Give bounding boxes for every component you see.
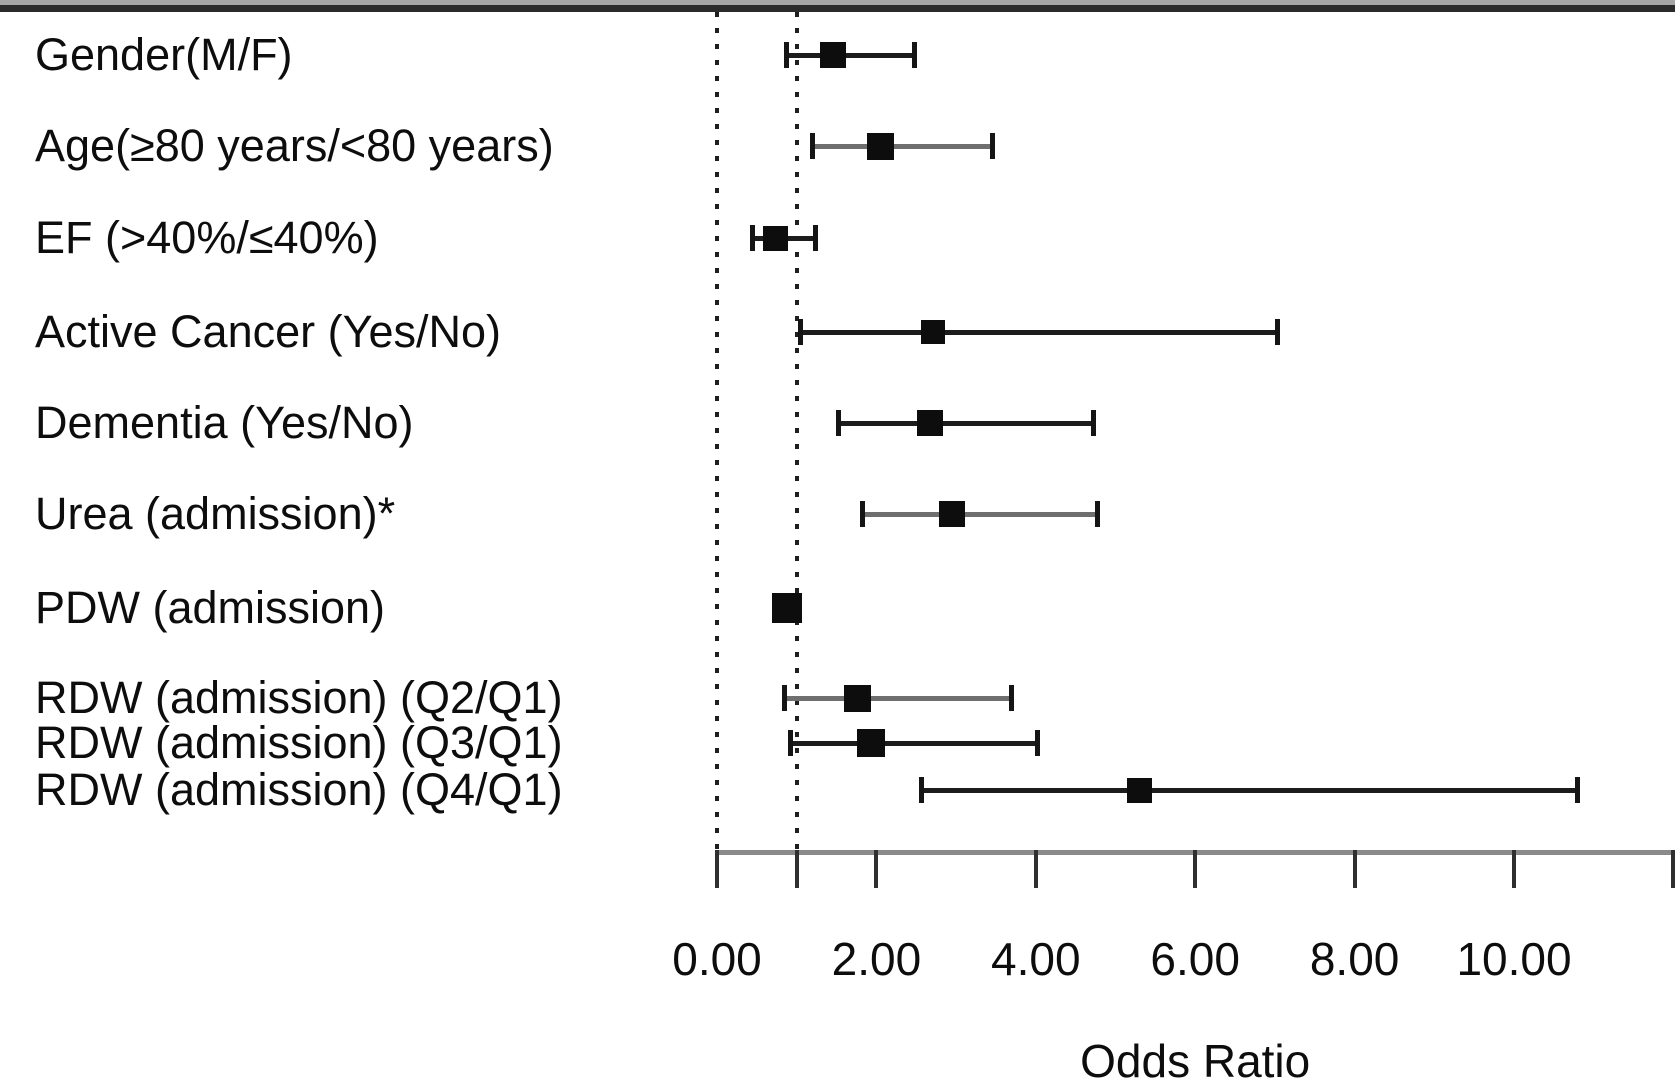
ci-cap-low — [918, 777, 924, 803]
x-tick-label: 4.00 — [991, 933, 1081, 985]
x-axis-title: Odds Ratio — [1080, 1035, 1311, 1086]
or-marker — [916, 410, 943, 436]
or-marker — [762, 225, 788, 251]
or-marker — [939, 501, 966, 527]
row-label: RDW (admission) (Q4/Q1) — [35, 764, 563, 815]
x-tick-label: 2.00 — [831, 933, 922, 985]
ci-whisker — [784, 695, 1012, 701]
ci-cap-high — [912, 42, 918, 68]
or-marker — [1126, 777, 1152, 803]
ci-cap-high — [1034, 730, 1040, 756]
row-label: Active Cancer (Yes/No) — [35, 306, 502, 357]
row-label: Age(≥80 years/<80 years) — [35, 120, 554, 171]
ci-cap-low — [787, 730, 793, 756]
x-tick-label: 10.00 — [1456, 933, 1572, 985]
or-marker — [843, 684, 871, 712]
ci-cap-high — [813, 225, 819, 251]
ci-cap-low — [835, 410, 841, 436]
or-marker — [772, 593, 803, 623]
ci-cap-high — [990, 133, 996, 159]
row-label: Urea (admission)* — [35, 488, 396, 539]
x-tick-label: 8.00 — [1309, 933, 1400, 985]
ci-whisker — [786, 52, 915, 58]
ci-whisker — [921, 787, 1578, 793]
or-marker — [856, 729, 885, 757]
row-label: EF (>40%/≤40%) — [35, 212, 379, 263]
ci-cap-high — [1575, 777, 1581, 803]
ci-cap-low — [810, 133, 816, 159]
reference-line-or-0 — [715, 12, 719, 850]
x-axis-tick — [1352, 850, 1357, 888]
row-label: Gender(M/F) — [35, 29, 293, 80]
row-label: Dementia (Yes/No) — [35, 397, 414, 448]
top-border-rule — [0, 0, 1675, 12]
or-marker — [820, 42, 847, 68]
x-axis-tick — [1512, 850, 1516, 888]
reference-line-or-1 — [794, 12, 799, 850]
or-marker — [920, 320, 945, 344]
ci-cap-high — [1274, 319, 1280, 345]
x-axis-tick — [715, 850, 719, 888]
x-tick-label: 6.00 — [1150, 933, 1240, 985]
ci-cap-low — [798, 319, 804, 345]
ci-cap-high — [1095, 501, 1101, 527]
ci-cap-high — [1090, 410, 1096, 436]
ci-cap-low — [783, 42, 789, 68]
x-axis-tick — [1671, 850, 1675, 888]
ci-whisker — [812, 143, 993, 149]
row-label: RDW (admission) (Q2/Q1) — [35, 672, 563, 723]
row-label: PDW (admission) — [35, 582, 386, 633]
x-axis-tick — [1033, 850, 1038, 888]
x-axis-tick — [1193, 850, 1198, 888]
ci-cap-low — [749, 225, 755, 251]
ci-whisker — [838, 420, 1094, 426]
ci-whisker — [790, 740, 1038, 746]
x-axis-tick — [794, 850, 799, 888]
or-marker — [866, 132, 894, 160]
x-tick-label: 0.00 — [672, 933, 762, 985]
ci-whisker — [862, 511, 1098, 517]
row-label: RDW (admission) (Q3/Q1) — [35, 717, 563, 768]
ci-cap-low — [860, 501, 866, 527]
ci-cap-high — [1009, 685, 1015, 711]
ci-whisker — [800, 329, 1278, 335]
ci-cap-low — [782, 685, 788, 711]
x-axis-tick — [874, 850, 879, 888]
